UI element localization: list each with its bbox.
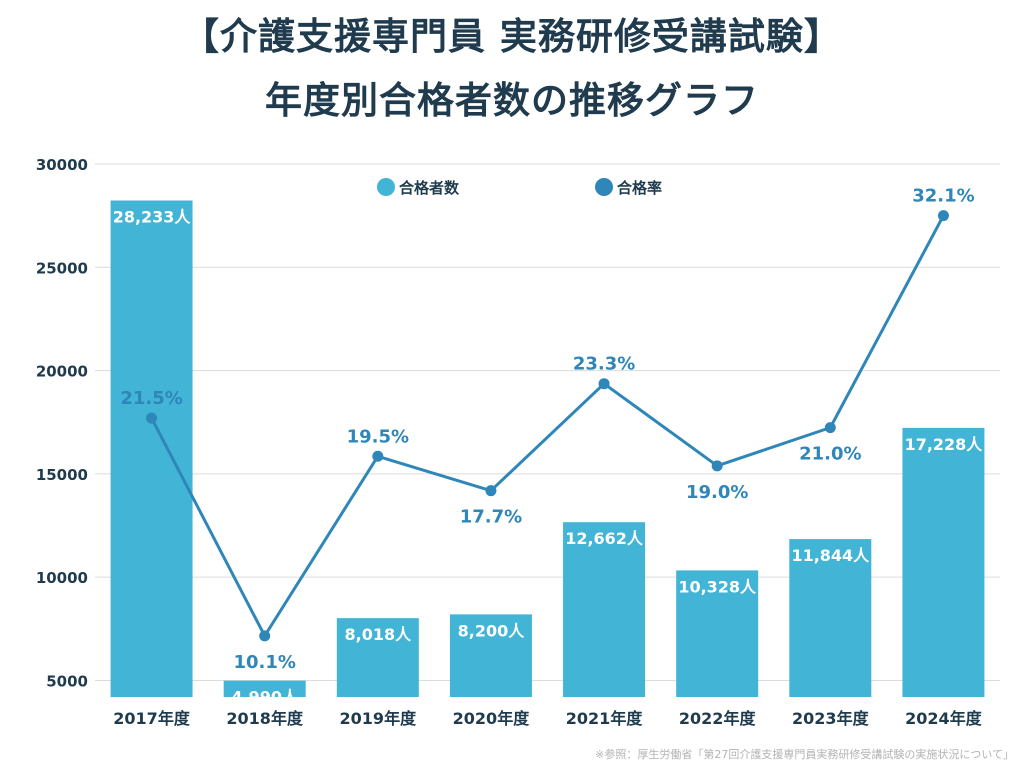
bar: [449, 614, 532, 697]
y-tick-label: 30000: [36, 156, 88, 174]
x-axis-ticks: 2017年度 2018年度 2019年度 2020年度 2021年度 2022年度 2023…: [113, 709, 982, 728]
rate-label: 19.0%: [686, 482, 748, 503]
source-note: ※参照：厚生労働省「第27回介護支援専門員実務研修受講試験の実施状況について」: [595, 748, 1014, 761]
line-series: 21.5% 10.1% 19.5% 17.7% 23.3% 19.0% 21.0% 32.1%: [120, 186, 974, 673]
rate-point: [372, 450, 384, 462]
rate-line: [150, 214, 945, 638]
x-tick-label: 2018年度: [226, 709, 304, 728]
bar-value-label: 12,662人: [565, 529, 644, 548]
legend-marker-line: [595, 178, 613, 196]
bar-value-label: 11,844人: [791, 546, 870, 565]
bar: [789, 539, 872, 697]
x-tick-label: 2024年度: [905, 709, 983, 728]
legend-marker-bar: [377, 178, 395, 196]
bar-series: [110, 200, 985, 697]
y-axis-ticks: 5000 10000 15000 20000 25000 30000: [36, 156, 88, 690]
rate-point: [598, 378, 610, 390]
rate-label: 10.1%: [233, 652, 295, 673]
y-tick-label: 25000: [36, 259, 88, 277]
bar-value-label: 10,328人: [678, 577, 757, 596]
x-tick-label: 2021年度: [566, 709, 644, 728]
bar: [676, 570, 759, 697]
rate-label: 21.0%: [799, 444, 861, 465]
rate-label: 21.5%: [120, 388, 182, 409]
bar-value-label: 4,990人: [231, 688, 299, 707]
rate-label: 23.3%: [573, 354, 635, 375]
bar-value-label: 8,200人: [458, 621, 526, 640]
bar-value-label: 17,228人: [905, 435, 984, 454]
rate-point: [937, 210, 949, 222]
rate-point: [485, 485, 497, 497]
y-tick-label: 5000: [46, 672, 88, 690]
legend-label-bar: 合格者数: [398, 179, 460, 197]
y-tick-label: 15000: [36, 466, 88, 484]
rate-point: [259, 630, 271, 642]
y-tick-label: 10000: [36, 569, 88, 587]
x-tick-label: 2023年度: [792, 709, 870, 728]
rate-point: [146, 412, 158, 424]
chart-title: 【介護支援専門員 実務研修受講試験】: [182, 15, 842, 58]
bar-value-label: 8,018人: [345, 625, 413, 644]
rate-label: 19.5%: [347, 426, 409, 447]
rate-point: [824, 422, 836, 434]
rate-point: [711, 460, 723, 472]
bar-value-labels: 28,233人 4,990人 8,018人 8,200人 12,662人 10,328人 1…: [113, 208, 984, 707]
bar: [563, 522, 646, 697]
bar: [223, 680, 306, 697]
bar: [110, 200, 193, 697]
bar-value-label: 28,233人: [113, 208, 192, 227]
x-tick-label: 2017年度: [113, 709, 191, 728]
chart-subtitle: 年度別合格者数の推移グラフ: [265, 79, 759, 122]
grid-lines: [95, 163, 1000, 681]
rate-label: 17.7%: [460, 507, 522, 528]
bar: [336, 618, 419, 697]
legend-label-line: 合格率: [616, 179, 662, 197]
x-tick-label: 2022年度: [679, 709, 757, 728]
x-tick-label: 2019年度: [340, 709, 418, 728]
y-tick-label: 20000: [36, 363, 88, 381]
legend: 合格者数 合格率: [377, 178, 662, 197]
rate-label: 32.1%: [912, 186, 974, 207]
bar: [902, 427, 985, 697]
x-tick-label: 2020年度: [453, 709, 531, 728]
